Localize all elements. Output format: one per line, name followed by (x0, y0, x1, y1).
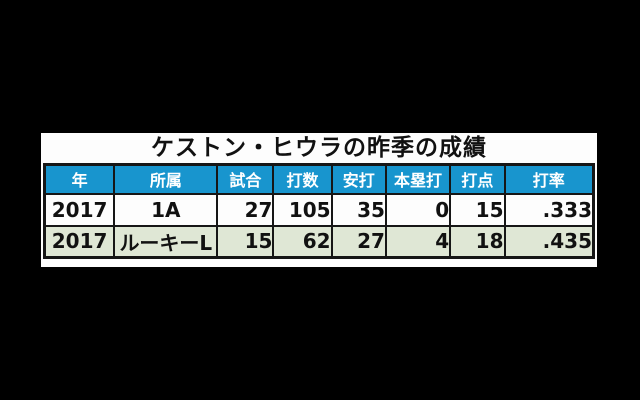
cell-rbi: 15 (449, 192, 506, 227)
table-row: 2017 1A 27 105 35 0 15 .333 (43, 192, 595, 227)
col-header-rbi: 打点 (449, 163, 506, 195)
stats-panel: ケストン・ヒウラの昨季の成績 年 所属 試合 打数 安打 本塁打 打点 打率 (41, 133, 597, 267)
table-title: ケストン・ヒウラの昨季の成績 (151, 135, 487, 161)
cell-avg: .435 (503, 224, 595, 259)
header-row: 年 所属 試合 打数 安打 本塁打 打点 打率 (43, 163, 595, 195)
col-header-hits: 安打 (330, 163, 387, 195)
col-header-avg: 打率 (503, 163, 595, 195)
col-header-at-bats: 打数 (272, 163, 333, 195)
cell-games: 27 (216, 192, 275, 227)
col-header-team: 所属 (113, 163, 219, 195)
cell-team: 1A (113, 192, 219, 227)
cell-at-bats: 62 (272, 224, 333, 259)
col-header-home-runs: 本塁打 (384, 163, 452, 195)
cell-home-runs: 4 (384, 224, 452, 259)
cell-hits: 27 (330, 224, 387, 259)
cell-avg: .333 (503, 192, 595, 227)
col-header-year: 年 (43, 163, 116, 195)
cell-hits: 35 (330, 192, 387, 227)
stats-table: 年 所属 試合 打数 安打 本塁打 打点 打率 2017 1A 27 105 3… (43, 163, 595, 259)
cell-games: 15 (216, 224, 275, 259)
cell-year: 2017 (43, 224, 116, 259)
cell-at-bats: 105 (272, 192, 333, 227)
table-row: 2017 ルーキーL 15 62 27 4 18 .435 (43, 224, 595, 259)
cell-rbi: 18 (449, 224, 506, 259)
cell-team: ルーキーL (113, 224, 219, 259)
cell-year: 2017 (43, 192, 116, 227)
cell-home-runs: 0 (384, 192, 452, 227)
col-header-games: 試合 (216, 163, 275, 195)
